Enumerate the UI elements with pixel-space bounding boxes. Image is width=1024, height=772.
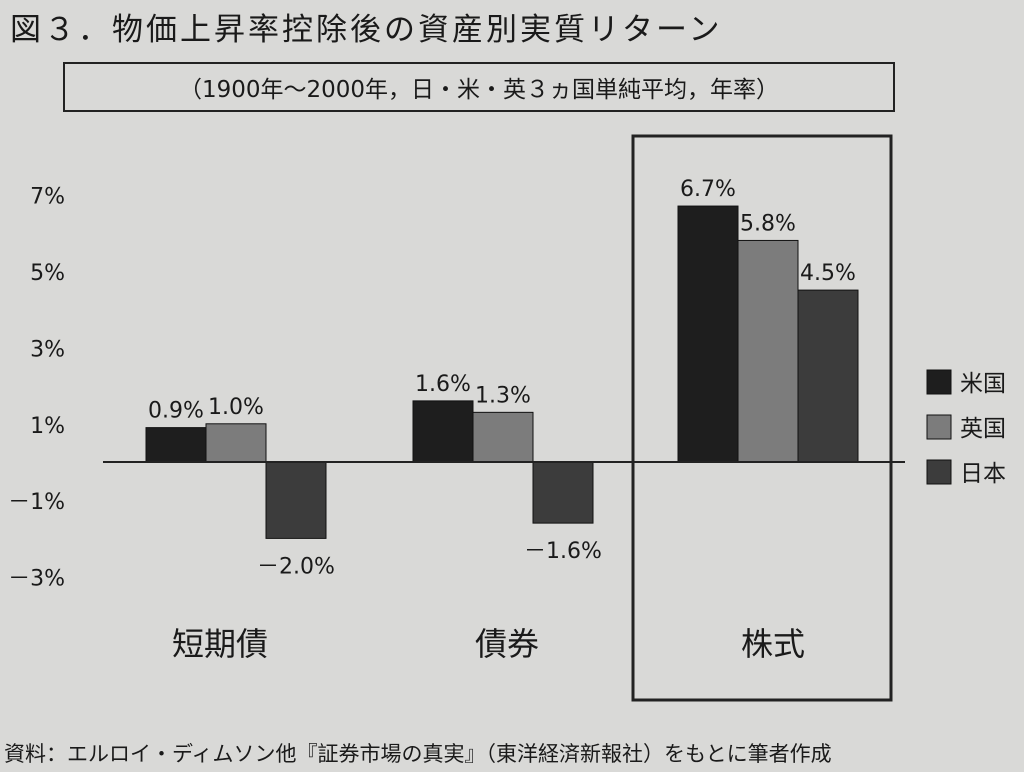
chart-subtitle-box: （1900年～2000年，日・米・英３ヵ国単純平均，年率） [63, 62, 895, 112]
legend-swatch [926, 459, 952, 485]
legend-swatch [926, 369, 952, 395]
bar [145, 427, 207, 463]
chart-title: 図３．物価上昇率控除後の資産別実質リターン [10, 12, 723, 48]
bar [265, 461, 327, 539]
category-label: 債券 [475, 625, 539, 663]
data-label: －2.0% [257, 554, 335, 579]
bar [797, 289, 859, 463]
y-tick-label: －1% [8, 490, 65, 515]
y-tick-label: 1% [30, 414, 65, 439]
data-label: －1.6% [524, 539, 602, 564]
bar [205, 423, 267, 463]
y-tick-label: 5% [30, 261, 65, 286]
category-label: 株式 [741, 625, 805, 663]
legend-label: 米国 [960, 371, 1006, 397]
bar [677, 205, 739, 463]
data-label: 1.0% [208, 395, 264, 420]
category-label: 短期債 [172, 625, 268, 663]
bar [472, 411, 534, 463]
y-tick-label: 7% [30, 185, 65, 210]
highlight-frame [631, 134, 893, 702]
data-label: 4.5% [800, 261, 856, 286]
legend-swatch [926, 414, 952, 440]
y-tick-label: 3% [30, 337, 65, 362]
bar [412, 400, 474, 463]
y-tick-label: －3% [8, 567, 65, 592]
data-label: 6.7% [680, 177, 736, 202]
bar [737, 239, 799, 463]
data-label: 0.9% [148, 399, 204, 424]
legend-label: 英国 [960, 416, 1006, 442]
chart-subtitle: （1900年～2000年，日・米・英３ヵ国単純平均，年率） [178, 77, 780, 103]
data-label: 1.6% [415, 372, 471, 397]
bar [532, 461, 594, 524]
legend-label: 日本 [960, 461, 1006, 487]
data-label: 5.8% [740, 211, 796, 236]
data-label: 1.3% [475, 383, 531, 408]
source-note: 資料：エルロイ・ディムソン他『証券市場の真実』（東洋経済新報社）をもとに筆者作成 [4, 742, 832, 766]
